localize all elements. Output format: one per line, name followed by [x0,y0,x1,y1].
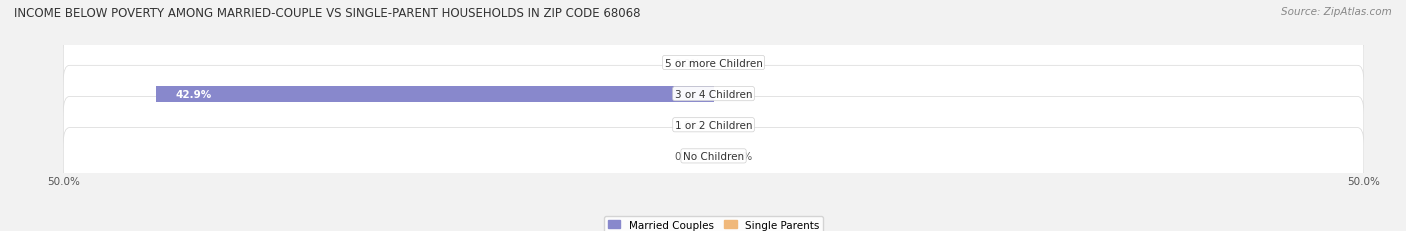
Text: Source: ZipAtlas.com: Source: ZipAtlas.com [1281,7,1392,17]
Bar [156,86,713,102]
Text: 0.0%: 0.0% [675,120,700,130]
Text: 3 or 4 Children: 3 or 4 Children [675,89,752,99]
Text: 0.0%: 0.0% [727,58,752,68]
Text: 1 or 2 Children: 1 or 2 Children [675,120,752,130]
Legend: Married Couples, Single Parents: Married Couples, Single Parents [603,216,824,231]
Text: INCOME BELOW POVERTY AMONG MARRIED-COUPLE VS SINGLE-PARENT HOUSEHOLDS IN ZIP COD: INCOME BELOW POVERTY AMONG MARRIED-COUPL… [14,7,641,20]
Text: 5 or more Children: 5 or more Children [665,58,762,68]
Text: 0.0%: 0.0% [675,151,700,161]
FancyBboxPatch shape [63,97,1364,153]
Text: 0.0%: 0.0% [727,89,752,99]
Text: 0.0%: 0.0% [727,120,752,130]
Text: 42.9%: 42.9% [176,89,211,99]
FancyBboxPatch shape [63,35,1364,91]
FancyBboxPatch shape [63,128,1364,184]
Text: No Children: No Children [683,151,744,161]
FancyBboxPatch shape [63,66,1364,122]
Text: 0.0%: 0.0% [727,151,752,161]
Text: 0.0%: 0.0% [675,58,700,68]
